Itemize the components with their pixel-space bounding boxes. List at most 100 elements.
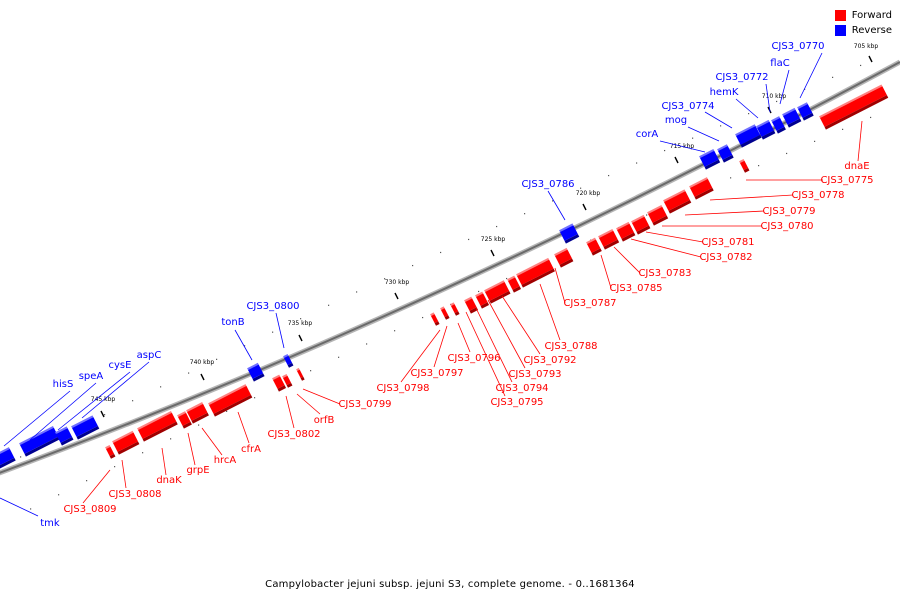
legend: Forward Reverse [834, 8, 892, 38]
forward-gene [484, 280, 511, 304]
reverse-gene [283, 353, 294, 368]
track-dot [384, 278, 386, 280]
label-cjs3-0796-leader [457, 322, 471, 353]
track-dot [422, 316, 424, 319]
track-dot [132, 400, 134, 402]
label-cjs3-0797-leader [433, 325, 448, 368]
label-cjs3-0793-leader [487, 299, 526, 369]
label-cjs3-0781-leader [645, 231, 704, 243]
label-cfra: cfrA [241, 444, 261, 455]
tick-mark [674, 156, 679, 164]
label-tmk: tmk [40, 518, 60, 529]
reverse-gene [19, 425, 60, 457]
label-orfb: orfB [314, 415, 335, 426]
tick-mark [490, 249, 495, 257]
track-dot [860, 64, 862, 67]
label-cjs3-0800-leader [275, 312, 285, 349]
forward-gene [177, 411, 192, 429]
label-cjs3-0780: CJS3_0780 [760, 221, 813, 232]
forward-gene [440, 306, 450, 320]
label-cjs3-0794-leader [475, 307, 513, 383]
forward-gene [475, 291, 490, 309]
forward-gene [554, 247, 574, 268]
track-dot [478, 290, 480, 293]
tick-mark [868, 55, 873, 63]
track-dot [104, 414, 106, 416]
label-cfra-leader [237, 411, 250, 444]
track-dot [366, 343, 368, 345]
label-grpe-leader [187, 432, 196, 466]
track-dot [440, 251, 442, 254]
label-cora: corA [636, 129, 659, 140]
label-cjs3-0785: CJS3_0785 [609, 283, 662, 294]
track-dot [188, 372, 190, 374]
track-dot [814, 140, 816, 142]
track-dot [524, 213, 526, 215]
track-dot [552, 200, 554, 202]
reverse-gene [55, 426, 74, 446]
label-hiss-leader [3, 390, 71, 447]
track-dot [730, 177, 732, 179]
label-cjs3-0778: CJS3_0778 [791, 190, 844, 201]
legend-forward: Forward [834, 8, 892, 23]
reverse-gene [797, 102, 814, 121]
label-cyse-leader [57, 371, 131, 431]
forward-gene [663, 189, 692, 214]
forward-gene [450, 302, 460, 316]
forward-gene [647, 204, 669, 226]
label-cjs3-0770-leader [799, 52, 823, 99]
label-cjs3-0799: CJS3_0799 [338, 399, 391, 410]
forward-gene [631, 214, 651, 235]
label-hiss: hisS [53, 379, 74, 390]
label-cjs3-0792: CJS3_0792 [523, 355, 576, 366]
reverse-gene [699, 148, 721, 170]
label-cjs3-0792-leader [501, 295, 541, 355]
forward-gene [689, 177, 714, 200]
reverse-gene [735, 124, 762, 148]
forward-gene [112, 430, 140, 455]
forward-gene [739, 158, 750, 173]
track-dot [758, 165, 760, 167]
label-cjs3-0797: CJS3_0797 [410, 368, 463, 379]
forward-swatch [834, 10, 846, 21]
reverse-gene [782, 107, 802, 128]
label-hrca-leader [201, 427, 223, 456]
label-grpe: grpE [186, 465, 209, 476]
label-aspc: aspC [137, 350, 162, 361]
label-cora-leader [659, 140, 706, 153]
legend-reverse: Reverse [834, 23, 892, 38]
reverse-gene [0, 447, 16, 470]
label-cjs3-0782-leader [630, 238, 702, 258]
tick-mark [200, 373, 205, 381]
forward-gene [282, 373, 293, 388]
label-cjs3-0788-leader [539, 283, 561, 341]
forward-gene [208, 384, 253, 417]
label-hemk-leader [735, 98, 759, 119]
label-flac: flaC [770, 58, 789, 69]
label-cjs3-0802: CJS3_0802 [267, 429, 320, 440]
forward-gene [598, 228, 620, 250]
label-cjs3-0781: CJS3_0781 [701, 237, 754, 248]
track-dot [160, 386, 162, 388]
track-dot [748, 113, 750, 115]
label-mog-leader [687, 126, 720, 142]
label-cjs3-0772-leader [765, 83, 771, 113]
forward-gene [186, 402, 209, 424]
tick-label: 745 kbp [91, 396, 116, 403]
track-dot [468, 238, 470, 241]
tick-label: 705 kbp [854, 43, 879, 50]
label-spea-leader [29, 382, 97, 441]
track-dot [720, 125, 722, 127]
forward-gene [105, 444, 116, 459]
forward-gene [516, 257, 555, 288]
track-dot [272, 331, 274, 333]
tick-label: 735 kbp [288, 320, 313, 327]
label-tonb: tonB [221, 317, 244, 328]
label-cjs3-0772: CJS3_0772 [715, 72, 768, 83]
label-cjs3-0787: CJS3_0787 [563, 298, 616, 309]
forward-gene [819, 84, 889, 130]
label-hrca: hrcA [214, 455, 237, 466]
track-dot [58, 494, 60, 496]
forward-gene [586, 237, 602, 256]
label-aspc-leader [81, 361, 150, 419]
